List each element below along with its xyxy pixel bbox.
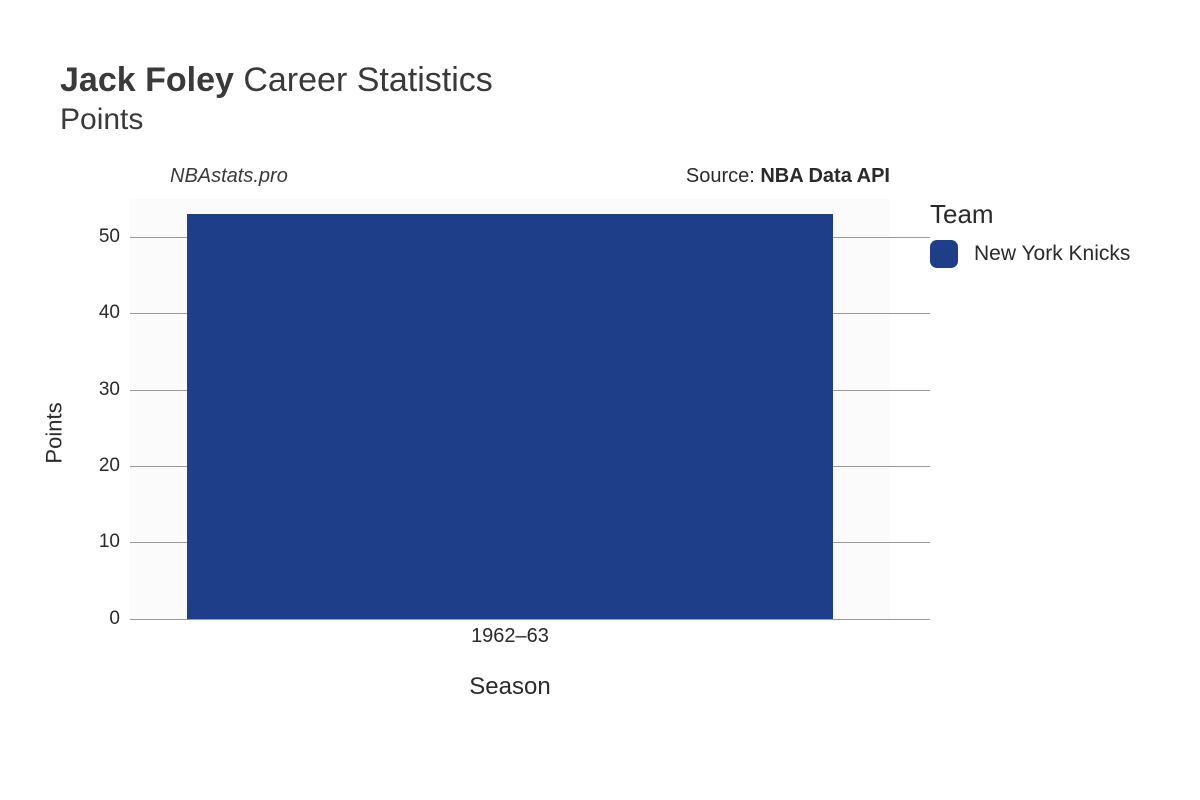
title-suffix: Career Statistics (243, 61, 492, 99)
legend-label: New York Knicks (974, 242, 1130, 266)
source-credit: Source: NBA Data API (686, 165, 890, 188)
y-axis-label: Points (42, 402, 68, 463)
plot-column: Points NBAstats.pro Source: NBA Data API… (60, 165, 890, 701)
chart-container: Jack Foley Career Statistics Points Poin… (0, 0, 1200, 800)
x-axis-label: Season (130, 673, 890, 701)
plot-area: 01020304050 (130, 199, 890, 619)
chart-wrap: Points NBAstats.pro Source: NBA Data API… (60, 165, 1160, 701)
y-tick-label: 30 (80, 379, 120, 401)
legend-title: Team (930, 199, 1130, 230)
y-tick-label: 20 (80, 455, 120, 477)
x-tick-label: 1962–63 (471, 625, 549, 648)
title-block: Jack Foley Career Statistics Points (60, 60, 1160, 137)
player-name: Jack Foley (60, 61, 234, 99)
y-tick-label: 0 (80, 608, 120, 630)
site-watermark: NBAstats.pro (170, 165, 288, 188)
source-prefix: Source: (686, 165, 760, 187)
y-tick-label: 50 (80, 226, 120, 248)
annotation-row: NBAstats.pro Source: NBA Data API (130, 165, 890, 193)
bar (187, 214, 833, 619)
legend-items: New York Knicks (930, 240, 1130, 268)
legend-swatch (930, 240, 958, 268)
legend: Team New York Knicks (930, 199, 1130, 268)
chart-title-line1: Jack Foley Career Statistics (60, 60, 1160, 101)
legend-item: New York Knicks (930, 240, 1130, 268)
chart-subtitle: Points (60, 103, 1160, 137)
x-axis-ticks: 1962–63 (130, 619, 890, 655)
y-tick-label: 10 (80, 531, 120, 553)
source-name: NBA Data API (760, 165, 890, 187)
y-tick-label: 40 (80, 302, 120, 324)
